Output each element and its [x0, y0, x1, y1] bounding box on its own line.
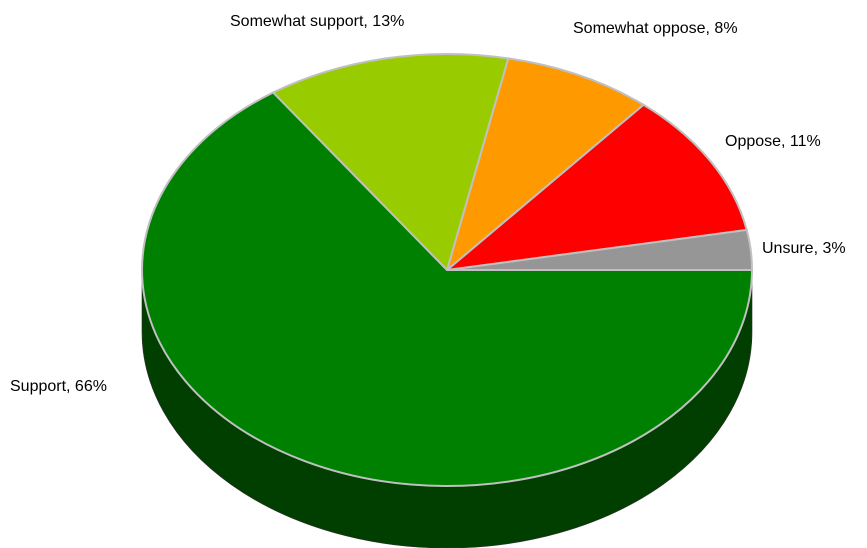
data-label-unsure: Unsure, 3%	[762, 240, 846, 257]
pie-slice-somewhat-support	[272, 53, 510, 271]
pie-slice-somewhat-oppose	[446, 57, 645, 271]
data-label-somewhat-oppose: Somewhat oppose, 8%	[573, 20, 738, 37]
pie-tops	[141, 53, 753, 487]
data-label-oppose: Oppose, 11%	[725, 133, 821, 150]
pie-labels: Unsure, 3% Oppose, 11% Somewhat oppose, 8%…	[10, 13, 846, 395]
pie-slice-oppose	[446, 103, 748, 271]
pie-slice-support	[141, 91, 753, 487]
data-label-support: Support, 66%	[10, 378, 107, 395]
data-label-somewhat-support: Somewhat support, 13%	[230, 13, 404, 30]
